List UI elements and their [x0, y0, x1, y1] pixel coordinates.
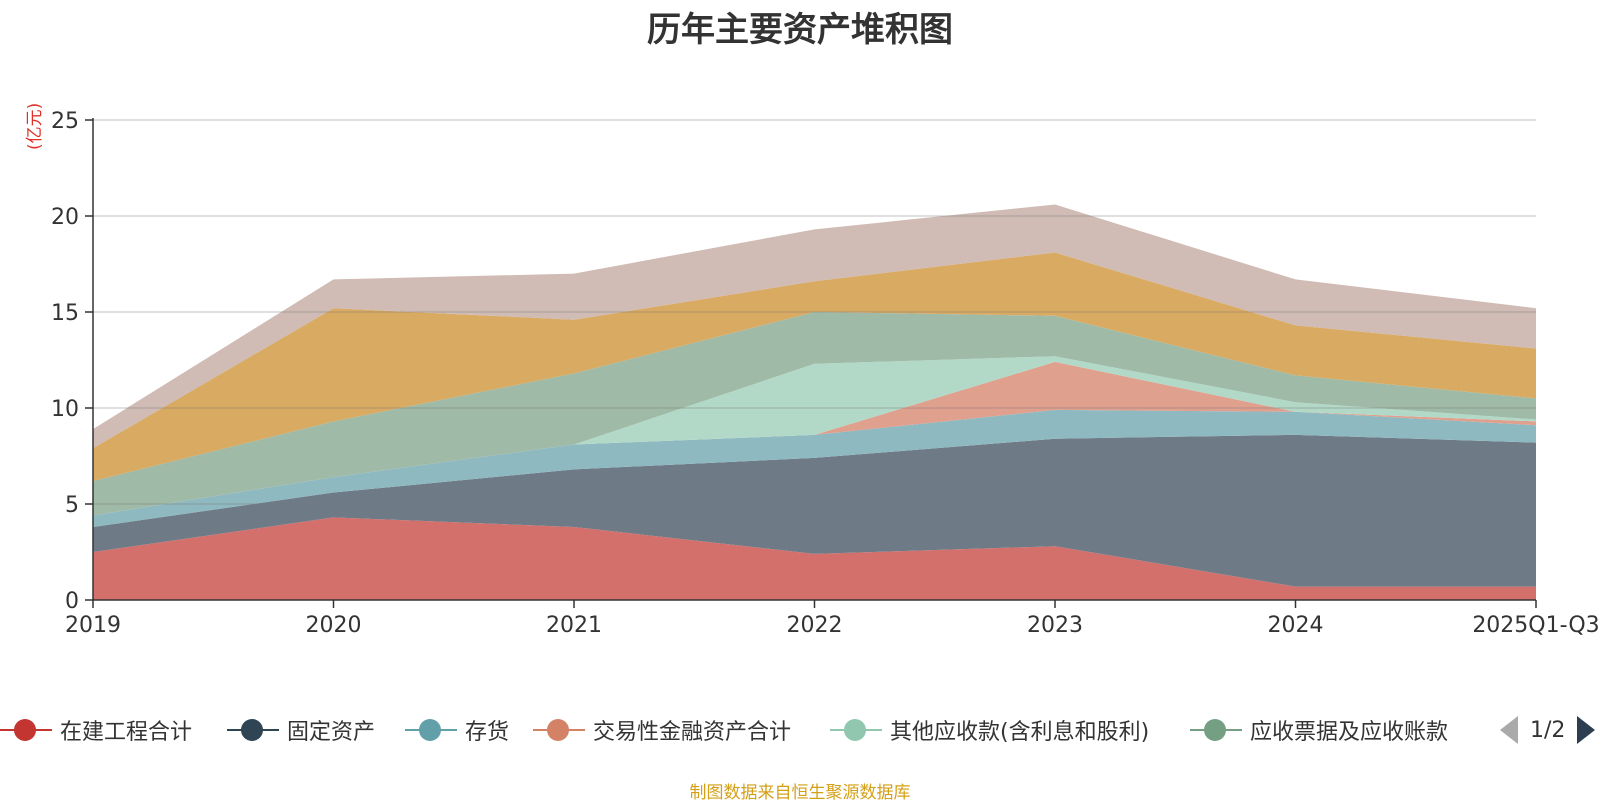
data-source-note: 制图数据来自恒生聚源数据库 — [689, 783, 911, 803]
area-series-5 — [93, 312, 1536, 516]
chart-title: 历年主要资产堆积图 — [647, 10, 953, 50]
legend-page-indicator: 1/2 — [1530, 717, 1566, 743]
legend-marker-icon — [830, 719, 882, 741]
area-series-7 — [93, 204, 1536, 449]
legend-item-label: 交易性金融资产合计 — [593, 720, 792, 745]
y-tick-label-20: 20 — [51, 205, 79, 230]
legend-marker-icon — [533, 719, 585, 741]
legend: 在建工程合计 固定资产 存货 交易性金融资产合计 其他应收款(含利息和股利) 应收票据及应… — [0, 710, 1600, 750]
legend-item-label: 固定资产 — [287, 720, 376, 745]
legend-item-2[interactable]: 存货 — [405, 710, 509, 750]
legend-item-3[interactable]: 交易性金融资产合计 — [533, 710, 791, 750]
legend-item-label: 应收票据及应收账款 — [1250, 720, 1449, 745]
y-tick-label-10: 10 — [51, 397, 79, 422]
legend-item-1[interactable]: 固定资产 — [227, 710, 375, 750]
area-series-4 — [93, 356, 1536, 516]
legend-pager: 1/2 — [1500, 716, 1596, 744]
x-tick-label-1: 2020 — [306, 613, 362, 638]
x-tick-label-4: 2023 — [1027, 613, 1083, 638]
legend-prev-page-icon[interactable] — [1500, 716, 1518, 744]
y-tick-label-0: 0 — [65, 589, 79, 614]
legend-item-5[interactable]: 应收票据及应收账款 — [1190, 710, 1448, 750]
area-series-1 — [93, 434, 1536, 587]
legend-next-page-icon[interactable] — [1577, 716, 1596, 744]
legend-item-0[interactable]: 在建工程合计 — [0, 710, 192, 750]
legend-marker-icon — [0, 719, 52, 741]
y-tick-label-5: 5 — [65, 493, 79, 518]
y-tick-label-25: 25 — [51, 109, 79, 134]
x-tick-label-6: 2025Q1-Q3 — [1472, 613, 1599, 638]
area-series-0 — [93, 517, 1536, 600]
legend-item-label: 存货 — [465, 720, 510, 745]
x-tick-label-5: 2024 — [1268, 613, 1324, 638]
x-tick-label-3: 2022 — [787, 613, 843, 638]
y-tick-label-15: 15 — [51, 301, 79, 326]
x-tick-label-0: 2019 — [65, 613, 121, 638]
legend-marker-icon — [405, 719, 457, 741]
legend-marker-icon — [1190, 719, 1242, 741]
area-series-3 — [93, 361, 1536, 516]
legend-item-4[interactable]: 其他应收款(含利息和股利) — [830, 710, 1149, 750]
legend-item-label: 其他应收款(含利息和股利) — [890, 720, 1150, 745]
legend-item-label: 在建工程合计 — [60, 720, 193, 745]
legend-marker-icon — [227, 719, 279, 741]
area-series-6 — [93, 252, 1536, 481]
area-series-2 — [93, 409, 1536, 527]
x-tick-label-2: 2021 — [546, 613, 602, 638]
stacked-area-chart: 0 5 10 15 20 25 2019 2020 2021 2022 2023 2024 2025Q1… — [51, 109, 1600, 638]
